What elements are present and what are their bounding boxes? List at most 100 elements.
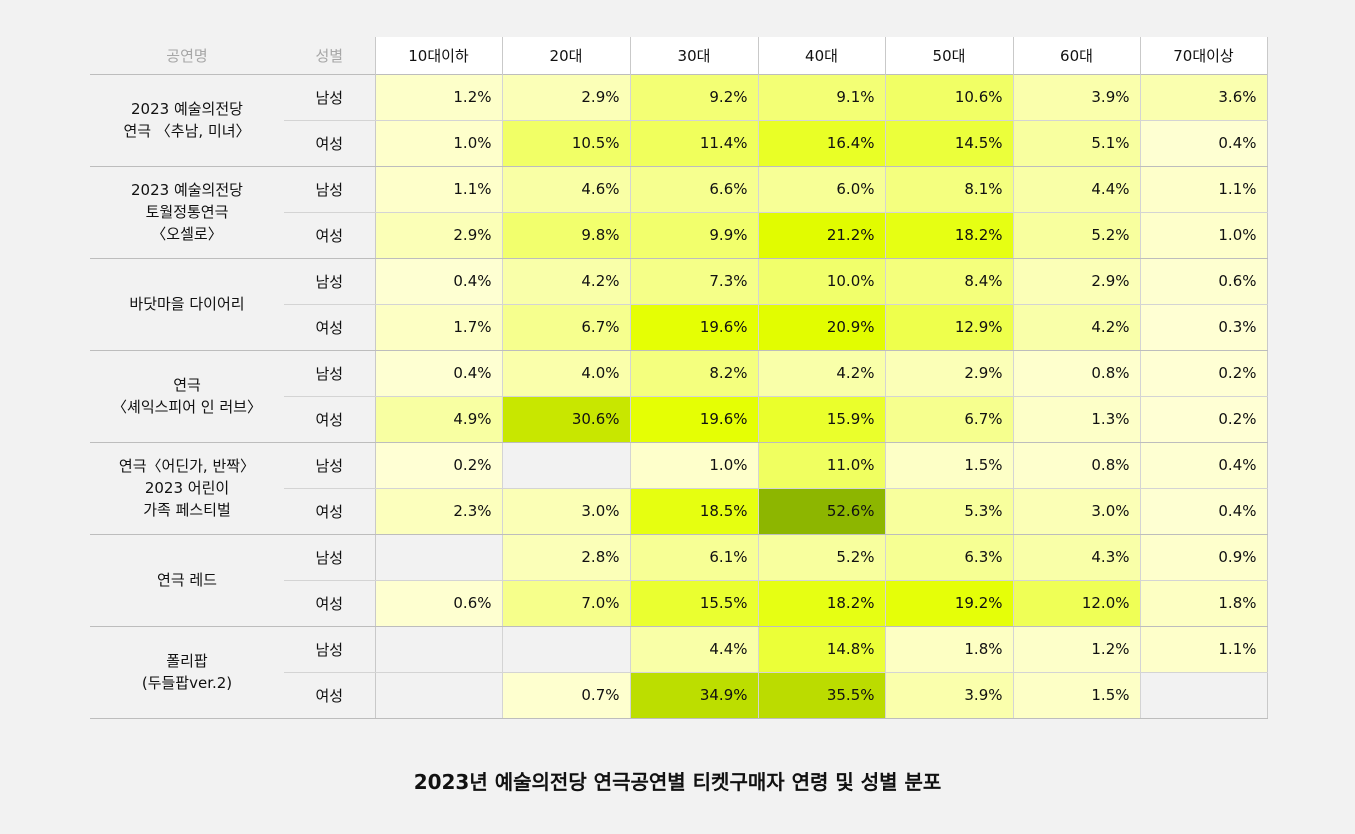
show-name-line: 바닷마을 다이어리 bbox=[129, 295, 245, 313]
show-name-line: 연극 〈추남, 미녀〉 bbox=[123, 122, 251, 140]
show-name: 연극〈어딘가, 반짝〉 2023 어린이 가족 페스티벌 bbox=[90, 442, 284, 535]
header-gender: 성별 bbox=[284, 37, 375, 74]
heat-cell: 0.6% bbox=[374, 580, 502, 627]
gender-label: 남성 bbox=[284, 534, 376, 581]
heat-cell: 4.4% bbox=[629, 626, 758, 673]
gender-label: 남성 bbox=[284, 626, 376, 673]
heat-cell: 2.9% bbox=[374, 212, 502, 259]
age-header: 30대 bbox=[629, 37, 758, 74]
heat-cell: 11.0% bbox=[757, 442, 885, 489]
heat-cell: 19.2% bbox=[884, 580, 1013, 627]
table-row: 여성 2.3% 3.0% 18.5% 52.6% 5.3% 3.0% 0.4% bbox=[90, 488, 1268, 535]
heat-cell: 1.2% bbox=[1012, 626, 1140, 673]
heat-cell: 18.5% bbox=[629, 488, 758, 535]
heat-cell: 2.9% bbox=[884, 350, 1013, 397]
gender-label: 여성 bbox=[284, 396, 376, 443]
heat-cell: 10.6% bbox=[884, 74, 1013, 121]
heat-cell: 5.2% bbox=[757, 534, 885, 581]
gender-label: 남성 bbox=[284, 258, 376, 305]
heat-cell: 1.0% bbox=[629, 442, 758, 489]
heat-cell bbox=[501, 626, 630, 673]
heat-cell: 5.1% bbox=[1012, 120, 1140, 167]
table-row: 바닷마을 다이어리 남성 0.4% 4.2% 7.3% 10.0% 8.4% 2.9% 0.6% bbox=[90, 258, 1268, 351]
heat-cell: 1.0% bbox=[1139, 212, 1268, 259]
heat-cell: 6.1% bbox=[629, 534, 758, 581]
gender-label: 여성 bbox=[284, 212, 376, 259]
heat-cell: 0.4% bbox=[1139, 488, 1268, 535]
gender-label: 남성 bbox=[284, 350, 376, 397]
show-name: 연극 〈셰익스피어 인 러브〉 bbox=[90, 350, 284, 443]
heat-cell: 4.2% bbox=[1012, 304, 1140, 351]
heat-cell: 0.2% bbox=[374, 442, 502, 489]
heat-cell bbox=[374, 672, 502, 719]
gender-label: 남성 bbox=[284, 74, 376, 121]
heat-cell: 9.2% bbox=[629, 74, 758, 121]
heat-cell: 0.7% bbox=[501, 672, 630, 719]
heatmap-body: 2023 예술의전당 연극 〈추남, 미녀〉 남성 1.2% 2.9% 9.2% 9.1% 1… bbox=[90, 74, 1268, 719]
heat-cell: 10.5% bbox=[501, 120, 630, 167]
heat-cell: 4.2% bbox=[501, 258, 630, 305]
show-name: 바닷마을 다이어리 bbox=[90, 258, 284, 351]
heat-cell: 12.0% bbox=[1012, 580, 1140, 627]
age-header: 40대 bbox=[757, 37, 885, 74]
heat-cell: 6.7% bbox=[501, 304, 630, 351]
heat-cell: 6.0% bbox=[757, 166, 885, 213]
gender-label: 남성 bbox=[284, 166, 376, 213]
heat-cell: 19.6% bbox=[629, 304, 758, 351]
table-row: 연극 레드 남성 2.8% 6.1% 5.2% 6.3% 4.3% 0.9% bbox=[90, 534, 1268, 627]
heat-cell: 4.4% bbox=[1012, 166, 1140, 213]
heat-cell: 7.3% bbox=[629, 258, 758, 305]
heat-cell: 2.8% bbox=[501, 534, 630, 581]
heat-cell: 15.9% bbox=[757, 396, 885, 443]
heat-cell bbox=[501, 442, 630, 489]
heat-cell: 0.4% bbox=[374, 350, 502, 397]
heat-cell: 1.8% bbox=[884, 626, 1013, 673]
heat-cell: 3.6% bbox=[1139, 74, 1268, 121]
heat-cell: 1.5% bbox=[884, 442, 1013, 489]
gender-label: 여성 bbox=[284, 488, 376, 535]
show-name-line: 연극 레드 bbox=[157, 571, 217, 589]
heat-cell: 2.3% bbox=[374, 488, 502, 535]
chart-title: 2023년 예술의전당 연극공연별 티켓구매자 연령 및 성별 분포 bbox=[413, 770, 942, 794]
heat-cell: 6.6% bbox=[629, 166, 758, 213]
heat-cell: 0.2% bbox=[1139, 396, 1268, 443]
heat-cell: 18.2% bbox=[884, 212, 1013, 259]
heat-cell: 21.2% bbox=[757, 212, 885, 259]
heat-cell: 9.1% bbox=[757, 74, 885, 121]
heat-cell: 3.0% bbox=[501, 488, 630, 535]
heat-cell: 12.9% bbox=[884, 304, 1013, 351]
show-name: 연극 레드 bbox=[90, 534, 284, 627]
heat-cell: 5.2% bbox=[1012, 212, 1140, 259]
show-name-line: 2023 어린이 bbox=[144, 479, 230, 497]
heat-cell: 0.6% bbox=[1139, 258, 1268, 305]
show-name-line: 2023 예술의전당 bbox=[131, 100, 243, 118]
heat-cell: 6.7% bbox=[884, 396, 1013, 443]
heat-cell: 9.8% bbox=[501, 212, 630, 259]
gender-label: 남성 bbox=[284, 442, 376, 489]
heat-cell: 20.9% bbox=[757, 304, 885, 351]
heat-cell: 1.5% bbox=[1012, 672, 1140, 719]
heat-cell: 4.3% bbox=[1012, 534, 1140, 581]
heat-cell bbox=[374, 534, 502, 581]
show-name-line: 〈셰익스피어 인 러브〉 bbox=[112, 398, 262, 416]
show-name-line: 토월정통연극 bbox=[145, 203, 229, 221]
heat-cell: 8.4% bbox=[884, 258, 1013, 305]
header-show: 공연명 bbox=[90, 37, 284, 74]
age-header: 70대이상 bbox=[1139, 37, 1268, 74]
heat-cell: 16.4% bbox=[757, 120, 885, 167]
heat-cell: 1.7% bbox=[374, 304, 502, 351]
heat-cell: 4.9% bbox=[374, 396, 502, 443]
table-row: 2023 예술의전당 토월정통연극 〈오셀로〉 남성 1.1% 4.6% 6.6% 6.0% 8… bbox=[90, 166, 1268, 259]
table-row: 여성 2.9% 9.8% 9.9% 21.2% 18.2% 5.2% 1.0% bbox=[90, 212, 1268, 259]
age-header: 10대이하 bbox=[374, 37, 502, 74]
table-row: 2023 예술의전당 연극 〈추남, 미녀〉 남성 1.2% 2.9% 9.2% 9.1% 1… bbox=[90, 74, 1268, 167]
heat-cell: 35.5% bbox=[757, 672, 885, 719]
table-row: 여성 1.0% 10.5% 11.4% 16.4% 14.5% 5.1% 0.4% bbox=[90, 120, 1268, 167]
table-row: 여성 0.7% 34.9% 35.5% 3.9% 1.5% bbox=[90, 672, 1268, 719]
heat-cell: 0.4% bbox=[374, 258, 502, 305]
show-name: 2023 예술의전당 토월정통연극 〈오셀로〉 bbox=[90, 166, 284, 259]
heat-cell: 0.9% bbox=[1139, 534, 1268, 581]
heat-cell: 30.6% bbox=[501, 396, 630, 443]
age-header: 20대 bbox=[501, 37, 630, 74]
heat-cell: 9.9% bbox=[629, 212, 758, 259]
